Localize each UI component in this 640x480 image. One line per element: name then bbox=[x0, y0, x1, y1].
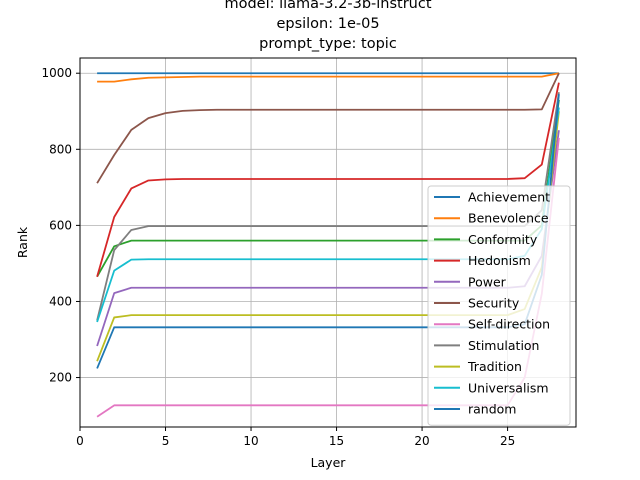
y-tick-label: 800 bbox=[49, 142, 72, 156]
chart-title-line: model: llama-3.2-3b-instruct bbox=[224, 0, 431, 12]
series-line-security bbox=[96, 72, 560, 184]
y-axis: 200 400 600 800 1000 bbox=[41, 66, 80, 385]
legend-entry: Hedonism bbox=[468, 253, 531, 268]
legend-entry: Security bbox=[468, 296, 520, 311]
x-axis-label: Layer bbox=[311, 455, 347, 470]
y-tick-label: 600 bbox=[49, 218, 72, 232]
x-tick-label: 20 bbox=[414, 434, 429, 448]
y-tick-label: 200 bbox=[49, 371, 72, 385]
legend-entry: Tradition bbox=[467, 359, 522, 374]
legend-entry: Achievement bbox=[468, 190, 550, 205]
y-tick-label: 400 bbox=[49, 294, 72, 308]
legend-entry: Power bbox=[468, 274, 507, 289]
x-tick-label: 10 bbox=[243, 434, 258, 448]
legend-entry: Stimulation bbox=[468, 338, 539, 353]
chart-title-group: model: llama-3.2-3b-instruct epsilon: 1e-… bbox=[224, 0, 431, 52]
x-tick-label: 0 bbox=[76, 434, 84, 448]
plot-frame bbox=[79, 57, 577, 428]
x-tick-label: 25 bbox=[500, 434, 515, 448]
y-axis-label: Rank bbox=[15, 226, 30, 258]
x-tick-label: 5 bbox=[162, 434, 170, 448]
series-line-benevolence bbox=[97, 72, 560, 83]
legend-entry: Benevolence bbox=[468, 211, 549, 226]
legend-entry: Conformity bbox=[468, 232, 538, 247]
y-tick-label: 1000 bbox=[41, 66, 72, 80]
legend-entry: Universalism bbox=[468, 380, 549, 395]
x-tick-label: 15 bbox=[329, 434, 344, 448]
series-line-hedonism bbox=[96, 82, 560, 277]
legend-entry: Self-direction bbox=[468, 317, 550, 332]
x-axis: 0 5 10 15 20 25 bbox=[76, 427, 515, 448]
chart-title-line: epsilon: 1e-05 bbox=[276, 16, 379, 32]
chart-title-line: prompt_type: topic bbox=[259, 36, 397, 52]
legend-entry: random bbox=[468, 402, 516, 417]
legend: Achievement Benevolence Conformity Hedonism… bbox=[427, 185, 571, 426]
legend-box bbox=[427, 185, 571, 426]
